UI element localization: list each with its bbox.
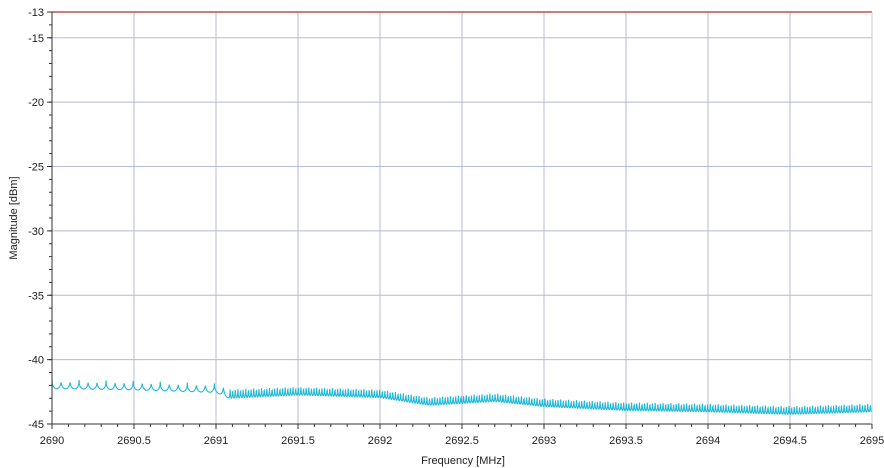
x-tick-label: 2693 [532,435,556,447]
x-tick-label: 2691.5 [281,435,315,447]
x-axis-ticks: 2690 2690.5 2691 2691.5 2692 2692.5 2693 2693.5… [40,424,884,447]
x-tick-label: 2694 [696,435,720,447]
y-tick-label: -15 [28,33,44,45]
x-tick-label: 2694.5 [773,435,807,447]
x-tick-label: 2693.5 [609,435,643,447]
y-axis-ticks: -13 -15 -20 -25 -30 -35 -40 -45 [28,7,52,431]
y-tick-label: -40 [28,355,44,367]
y-tick-label: -35 [28,290,44,302]
x-tick-label: 2692 [368,435,392,447]
y-tick-label: -13 [28,7,44,19]
x-tick-label: 2692.5 [445,435,479,447]
spectrum-trace [51,379,873,415]
x-axis-title: Frequency [MHz] [421,455,505,467]
x-tick-label: 2690.5 [117,435,151,447]
y-tick-label: -45 [28,419,44,431]
x-tick-label: 2690 [40,435,64,447]
y-tick-label: -20 [28,97,44,109]
x-tick-label: 2695 [860,435,884,447]
y-axis-title: Magnitude [dBm] [8,176,20,259]
series-layer [51,11,873,415]
x-tick-label: 2691 [204,435,228,447]
y-tick-label: -30 [28,226,44,238]
y-tick-label: -25 [28,162,44,174]
